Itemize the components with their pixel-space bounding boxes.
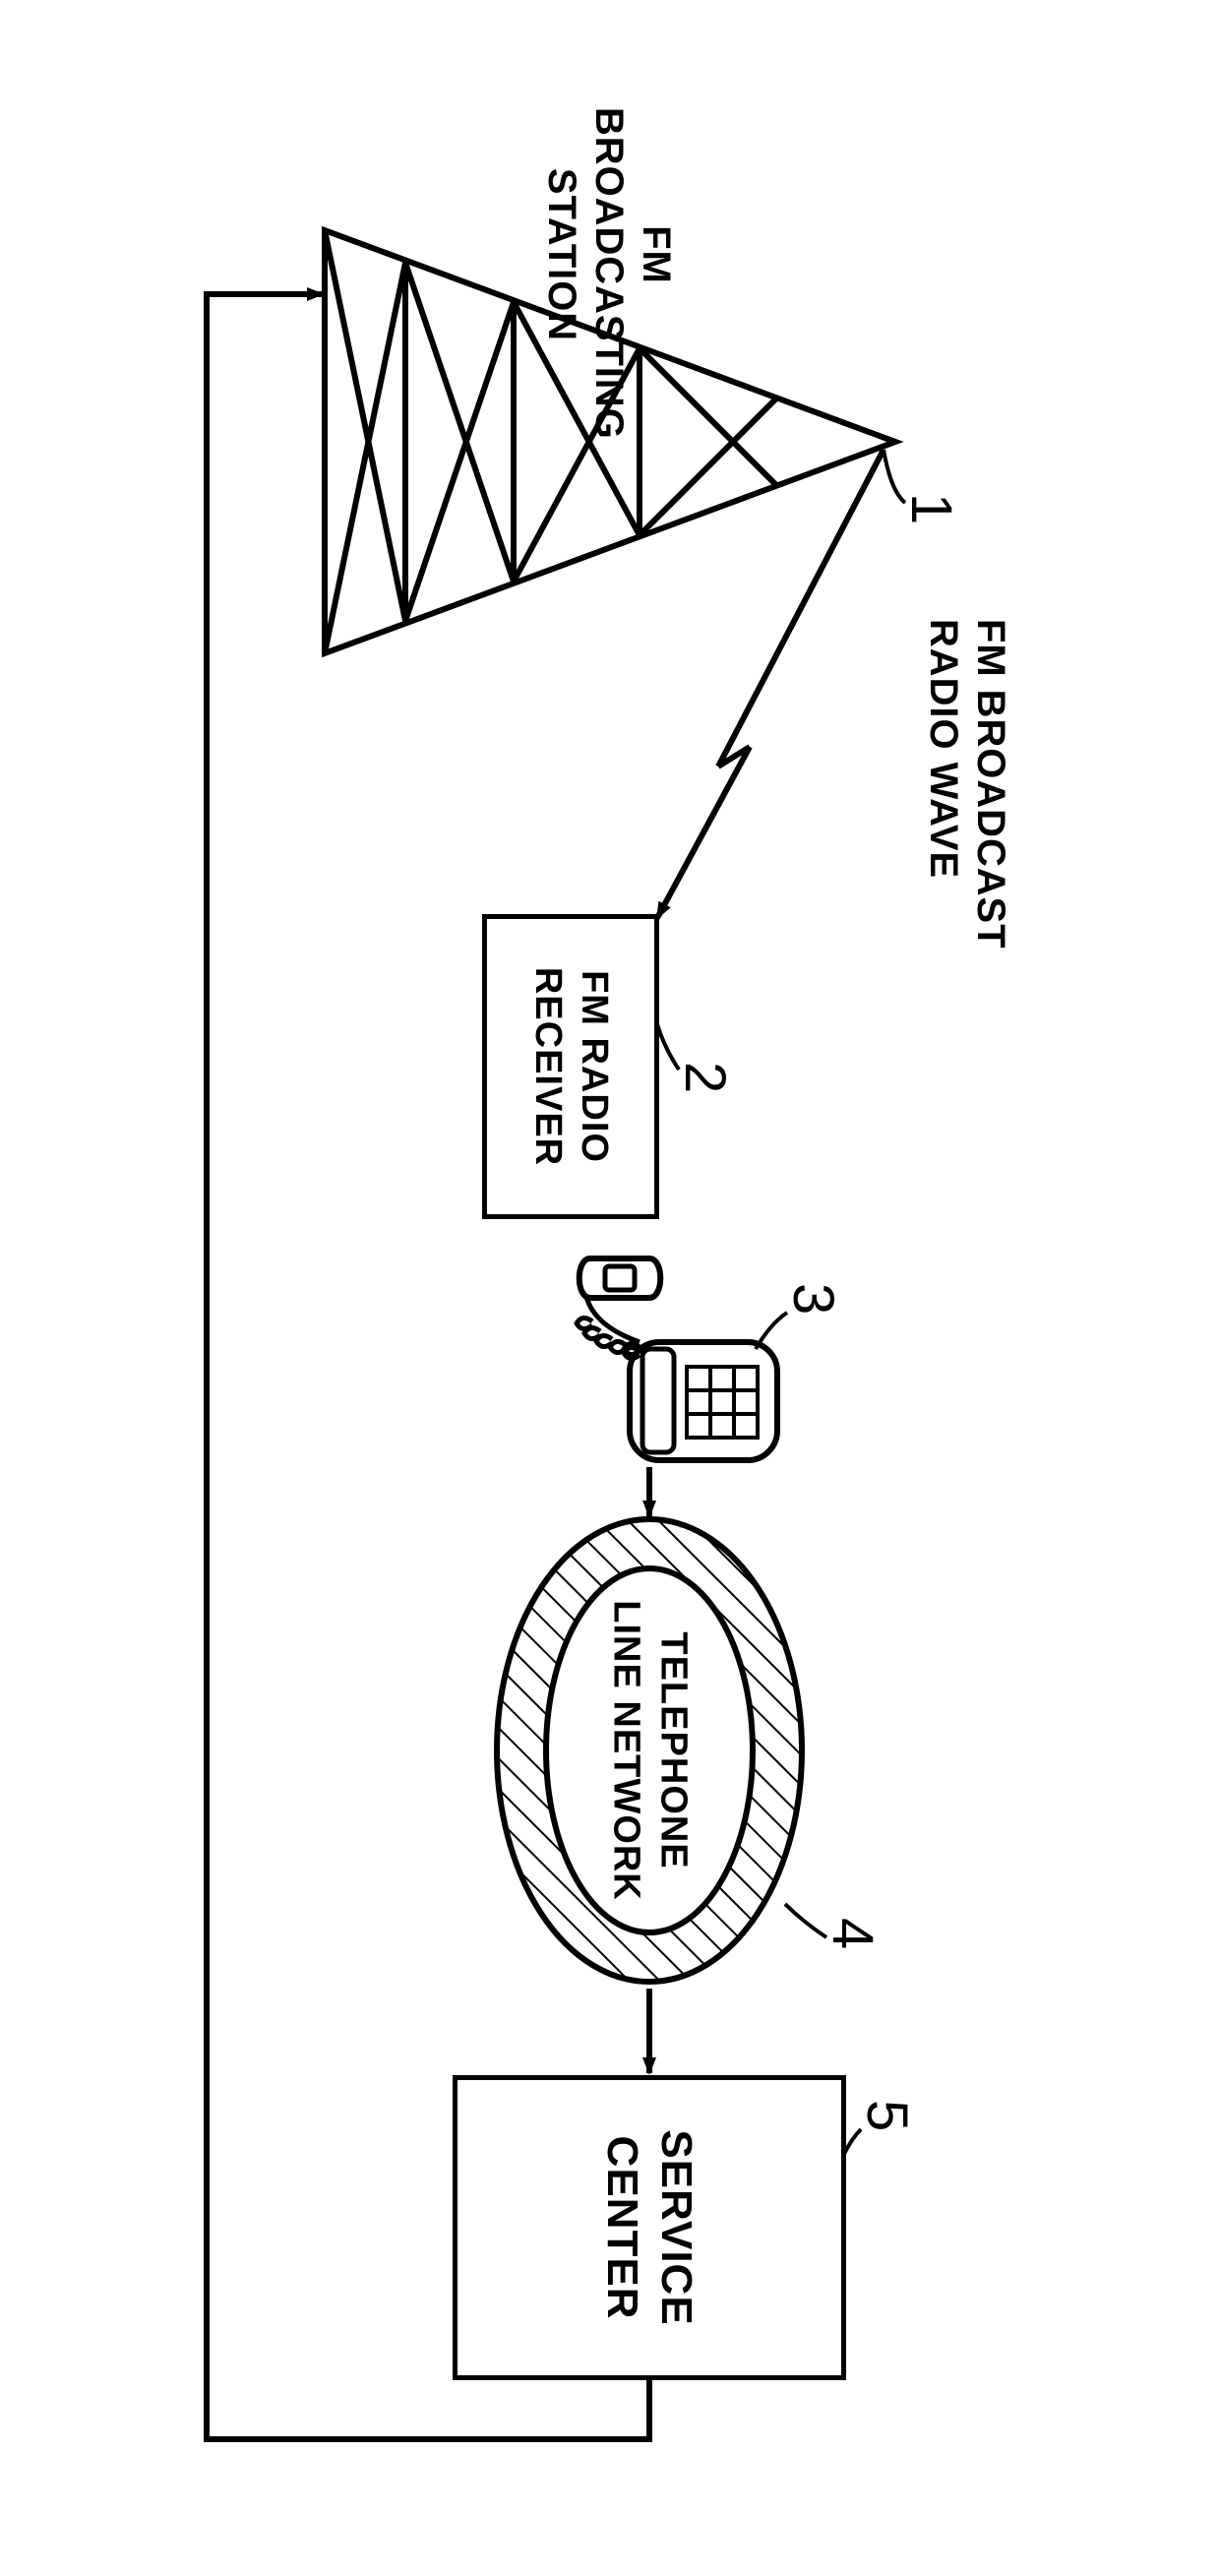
telephone-icon (561, 1249, 787, 1465)
service-box-text: SERVICECENTER (595, 2129, 703, 2325)
station-label: FMBROADCASTINGSTATION (537, 107, 679, 402)
phone-ref: 3 (780, 1283, 846, 1315)
receiver-box: FM RADIORECEIVER (482, 914, 659, 1219)
wave-label: FM BROADCASTRADIO WAVE (919, 619, 1013, 950)
receiver-ref: 2 (672, 1062, 738, 1093)
receiver-box-text: FM RADIORECEIVER (524, 967, 618, 1166)
service-ref: 5 (854, 2100, 920, 2131)
wave-label-text: FM BROADCASTRADIO WAVE (922, 619, 1012, 950)
network-ellipse: TELEPHONELINE NETWORK (492, 1514, 807, 1987)
station-ref: 1 (898, 493, 964, 524)
service-box: SERVICECENTER (453, 2075, 846, 2380)
network-ellipse-text: TELEPHONELINE NETWORK (603, 1600, 697, 1900)
station-label-text: FMBROADCASTINGSTATION (540, 107, 678, 440)
network-ref: 4 (820, 1918, 885, 1949)
system-diagram: FMBROADCASTINGSTATION FM BROADCASTRADIO … (69, 107, 1151, 2469)
